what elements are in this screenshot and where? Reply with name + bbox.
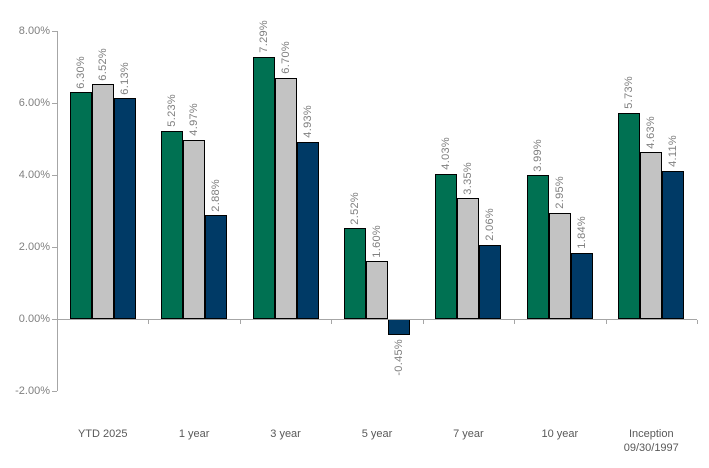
category-label-line: 7 year [453,428,484,440]
category-label-line: 5 year [361,428,393,440]
category-label-line: 3 year [270,428,301,440]
green-series-bar [435,173,458,319]
x-tick-mark [148,320,150,324]
category-label: 3 year [240,427,331,441]
gray-series-bar [91,84,114,319]
category-label-line: 1 year [178,428,210,440]
navy-series-bar [296,141,319,319]
bar-value-label: 4.97% [188,103,201,137]
category-label-line: Inception [628,428,674,440]
category-label: Inception 09/30/1997 [606,427,697,455]
bar-value-label: 6.30% [74,55,87,89]
x-tick-mark [422,320,424,324]
bar-value-label: 3.35% [462,161,475,195]
navy-series-bar [570,252,593,319]
gray-series-bar [640,152,663,319]
bar-value-label: 4.03% [440,137,453,170]
navy-series-bar [662,171,685,319]
y-tick-label: -2.00% [15,385,50,397]
x-tick-mark [57,320,58,324]
gray-series-bar [183,140,206,319]
category-label-line: 10 year [541,428,579,440]
bar-value-label: 4.63% [645,115,658,149]
y-tick-mark [52,319,57,320]
bar-value-label: 6.13% [118,61,131,95]
green-series-bar [69,92,92,319]
bar-value-label: 5.73% [623,76,636,109]
x-tick-mark [331,320,333,324]
category-label: YTD 2025 [57,427,148,441]
green-series-bar [161,130,184,319]
category-label: 5 year [331,427,422,441]
green-series-bar [344,228,366,319]
x-axis-line [57,319,697,320]
navy-series-bar [113,98,136,319]
y-tick-label: 0.00% [18,313,50,325]
category-label: 10 year [514,427,605,441]
y-tick-mark [52,175,57,176]
gray-series-bar [366,261,388,319]
bar-value-label: 6.52% [96,47,109,81]
bar-value-label: 6.70% [279,41,292,74]
y-tick-mark [52,391,57,392]
gray-series-bar [274,77,297,319]
category-label: 1 year [148,427,239,441]
gray-series-bar [548,212,571,319]
bar-value-label: 1.60% [371,224,383,258]
green-series-bar [618,112,641,319]
y-tick-label: 8.00% [18,25,50,37]
y-tick-label: 2.00% [18,241,50,253]
bar-value-label: 1.84% [575,216,588,249]
y-tick-mark [52,103,57,104]
bar-value-label: 2.06% [484,208,497,241]
y-tick-mark [52,247,57,248]
green-series-bar [526,175,549,319]
navy-series-bar [205,215,228,319]
bar-value-label: 4.93% [301,104,314,138]
navy-series-bar [479,244,502,319]
bar-value-label: 4.11% [667,135,680,168]
x-tick-mark [514,320,516,324]
bar-value-label: 2.95% [553,176,566,209]
x-tick-mark [605,320,607,324]
bar-value-label: 7.29% [257,19,270,53]
category-label-line: 09/30/1997 [623,442,679,454]
y-axis-line [57,31,58,391]
gray-series-bar [457,198,480,319]
category-label-line: YTD 2025 [77,428,128,440]
x-tick-mark [697,320,698,324]
category-label: 7 year [423,427,514,441]
green-series-bar [252,56,275,319]
bar-value-label: 5.23% [166,94,179,127]
bar-value-label: 2.88% [210,178,223,212]
bar-value-label: 3.99% [531,138,544,172]
y-tick-label: 4.00% [18,169,50,181]
navy-series-bar [388,319,410,336]
y-tick-mark [52,31,57,32]
bar-value-label: 2.52% [349,191,361,225]
y-tick-label: 6.00% [18,97,50,109]
x-tick-mark [239,320,241,324]
bar-value-label: -0.45% [393,339,405,376]
